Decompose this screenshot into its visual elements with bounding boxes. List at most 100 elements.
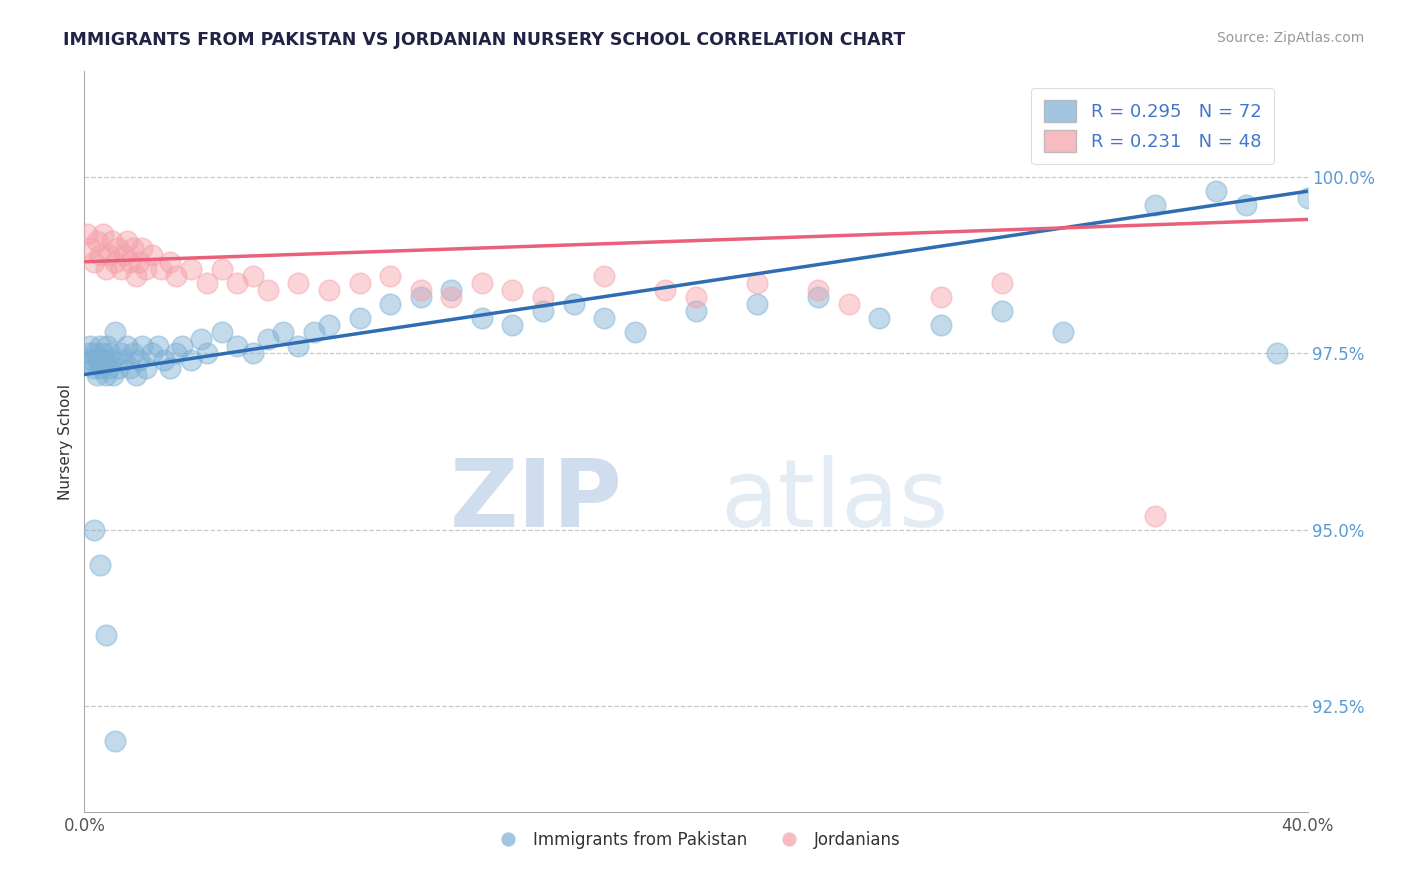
Point xyxy=(1205,184,1227,198)
Point xyxy=(115,234,138,248)
Point xyxy=(349,276,371,290)
Point xyxy=(747,297,769,311)
Point xyxy=(101,234,124,248)
Point xyxy=(159,360,181,375)
Point xyxy=(242,346,264,360)
Point xyxy=(409,290,432,304)
Point xyxy=(77,346,100,360)
Point xyxy=(195,276,218,290)
Point xyxy=(1236,198,1258,212)
Point xyxy=(807,290,830,304)
Point xyxy=(869,311,891,326)
Point xyxy=(287,339,309,353)
Point xyxy=(89,558,111,572)
Point xyxy=(97,360,120,375)
Point xyxy=(79,339,101,353)
Point xyxy=(87,353,110,368)
Point xyxy=(257,332,280,346)
Point xyxy=(141,248,163,262)
Point xyxy=(76,227,98,241)
Point xyxy=(593,311,616,326)
Legend: Immigrants from Pakistan, Jordanians: Immigrants from Pakistan, Jordanians xyxy=(485,824,907,855)
Point xyxy=(257,283,280,297)
Point xyxy=(107,360,129,375)
Point xyxy=(93,353,115,368)
Point xyxy=(271,325,294,339)
Text: Source: ZipAtlas.com: Source: ZipAtlas.com xyxy=(1216,31,1364,45)
Point xyxy=(94,368,117,382)
Point xyxy=(125,368,148,382)
Point xyxy=(211,325,233,339)
Point xyxy=(112,248,135,262)
Point xyxy=(471,276,494,290)
Point xyxy=(89,248,111,262)
Point xyxy=(98,346,121,360)
Point xyxy=(180,353,202,368)
Point xyxy=(79,241,101,255)
Point xyxy=(103,368,125,382)
Text: IMMIGRANTS FROM PAKISTAN VS JORDANIAN NURSERY SCHOOL CORRELATION CHART: IMMIGRANTS FROM PAKISTAN VS JORDANIAN NU… xyxy=(63,31,905,49)
Point xyxy=(624,325,647,339)
Point xyxy=(1143,508,1166,523)
Point xyxy=(1052,325,1074,339)
Point xyxy=(409,283,432,297)
Point xyxy=(471,311,494,326)
Point xyxy=(101,353,124,368)
Point xyxy=(120,254,142,268)
Point xyxy=(531,290,554,304)
Point xyxy=(107,241,129,255)
Point xyxy=(318,318,340,333)
Point xyxy=(991,276,1014,290)
Point xyxy=(838,297,860,311)
Point xyxy=(146,339,169,353)
Point xyxy=(349,311,371,326)
Point xyxy=(84,346,107,360)
Point xyxy=(131,339,153,353)
Point xyxy=(110,261,132,276)
Point xyxy=(929,318,952,333)
Point xyxy=(1143,198,1166,212)
Point xyxy=(112,353,135,368)
Point xyxy=(104,734,127,748)
Point xyxy=(91,346,114,360)
Point xyxy=(159,254,181,268)
Point xyxy=(97,248,120,262)
Point xyxy=(685,304,707,318)
Point xyxy=(83,523,105,537)
Point xyxy=(94,628,117,642)
Point xyxy=(91,227,114,241)
Point xyxy=(531,304,554,318)
Point xyxy=(135,261,157,276)
Point xyxy=(318,283,340,297)
Point xyxy=(991,304,1014,318)
Point xyxy=(125,268,148,283)
Point xyxy=(226,339,249,353)
Point xyxy=(110,346,132,360)
Point xyxy=(131,241,153,255)
Point xyxy=(104,254,127,268)
Point xyxy=(153,353,176,368)
Point xyxy=(440,283,463,297)
Point xyxy=(94,261,117,276)
Point xyxy=(149,261,172,276)
Point xyxy=(120,360,142,375)
Point xyxy=(242,268,264,283)
Point xyxy=(287,276,309,290)
Point xyxy=(89,339,111,353)
Point xyxy=(122,241,145,255)
Point xyxy=(502,283,524,297)
Point xyxy=(502,318,524,333)
Point xyxy=(226,276,249,290)
Point xyxy=(747,276,769,290)
Point xyxy=(86,234,108,248)
Point xyxy=(141,346,163,360)
Point xyxy=(1265,346,1288,360)
Point xyxy=(1296,191,1319,205)
Point xyxy=(180,261,202,276)
Point xyxy=(562,297,585,311)
Point xyxy=(195,346,218,360)
Point xyxy=(83,360,105,375)
Point xyxy=(440,290,463,304)
Point xyxy=(685,290,707,304)
Point xyxy=(128,254,150,268)
